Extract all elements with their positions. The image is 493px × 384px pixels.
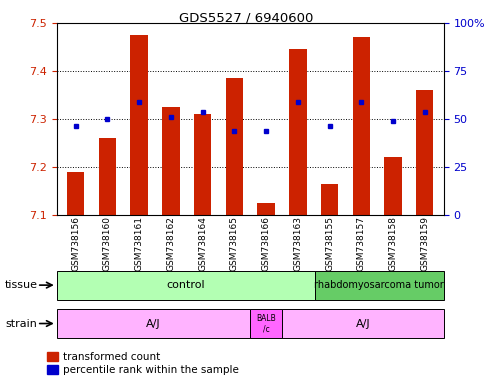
Bar: [57, 309, 250, 338]
Bar: [250, 309, 282, 338]
Text: GDS5527 / 6940600: GDS5527 / 6940600: [179, 12, 314, 25]
Bar: [67, 172, 84, 215]
Bar: [289, 50, 307, 215]
Bar: [131, 35, 148, 215]
Bar: [257, 203, 275, 215]
Text: tissue: tissue: [5, 280, 38, 290]
Bar: [194, 114, 211, 215]
Text: strain: strain: [5, 318, 37, 329]
Bar: [352, 37, 370, 215]
Text: rhabdomyosarcoma tumor: rhabdomyosarcoma tumor: [315, 280, 444, 290]
Bar: [282, 309, 444, 338]
Legend: transformed count, percentile rank within the sample: transformed count, percentile rank withi…: [47, 352, 239, 375]
Text: A/J: A/J: [146, 318, 161, 329]
Bar: [315, 271, 444, 300]
Bar: [384, 157, 402, 215]
Bar: [416, 90, 433, 215]
Bar: [57, 271, 315, 300]
Text: A/J: A/J: [356, 318, 370, 329]
Text: BALB
/c: BALB /c: [256, 314, 276, 333]
Bar: [99, 138, 116, 215]
Bar: [321, 184, 338, 215]
Bar: [226, 78, 243, 215]
Text: control: control: [166, 280, 205, 290]
Bar: [162, 107, 179, 215]
